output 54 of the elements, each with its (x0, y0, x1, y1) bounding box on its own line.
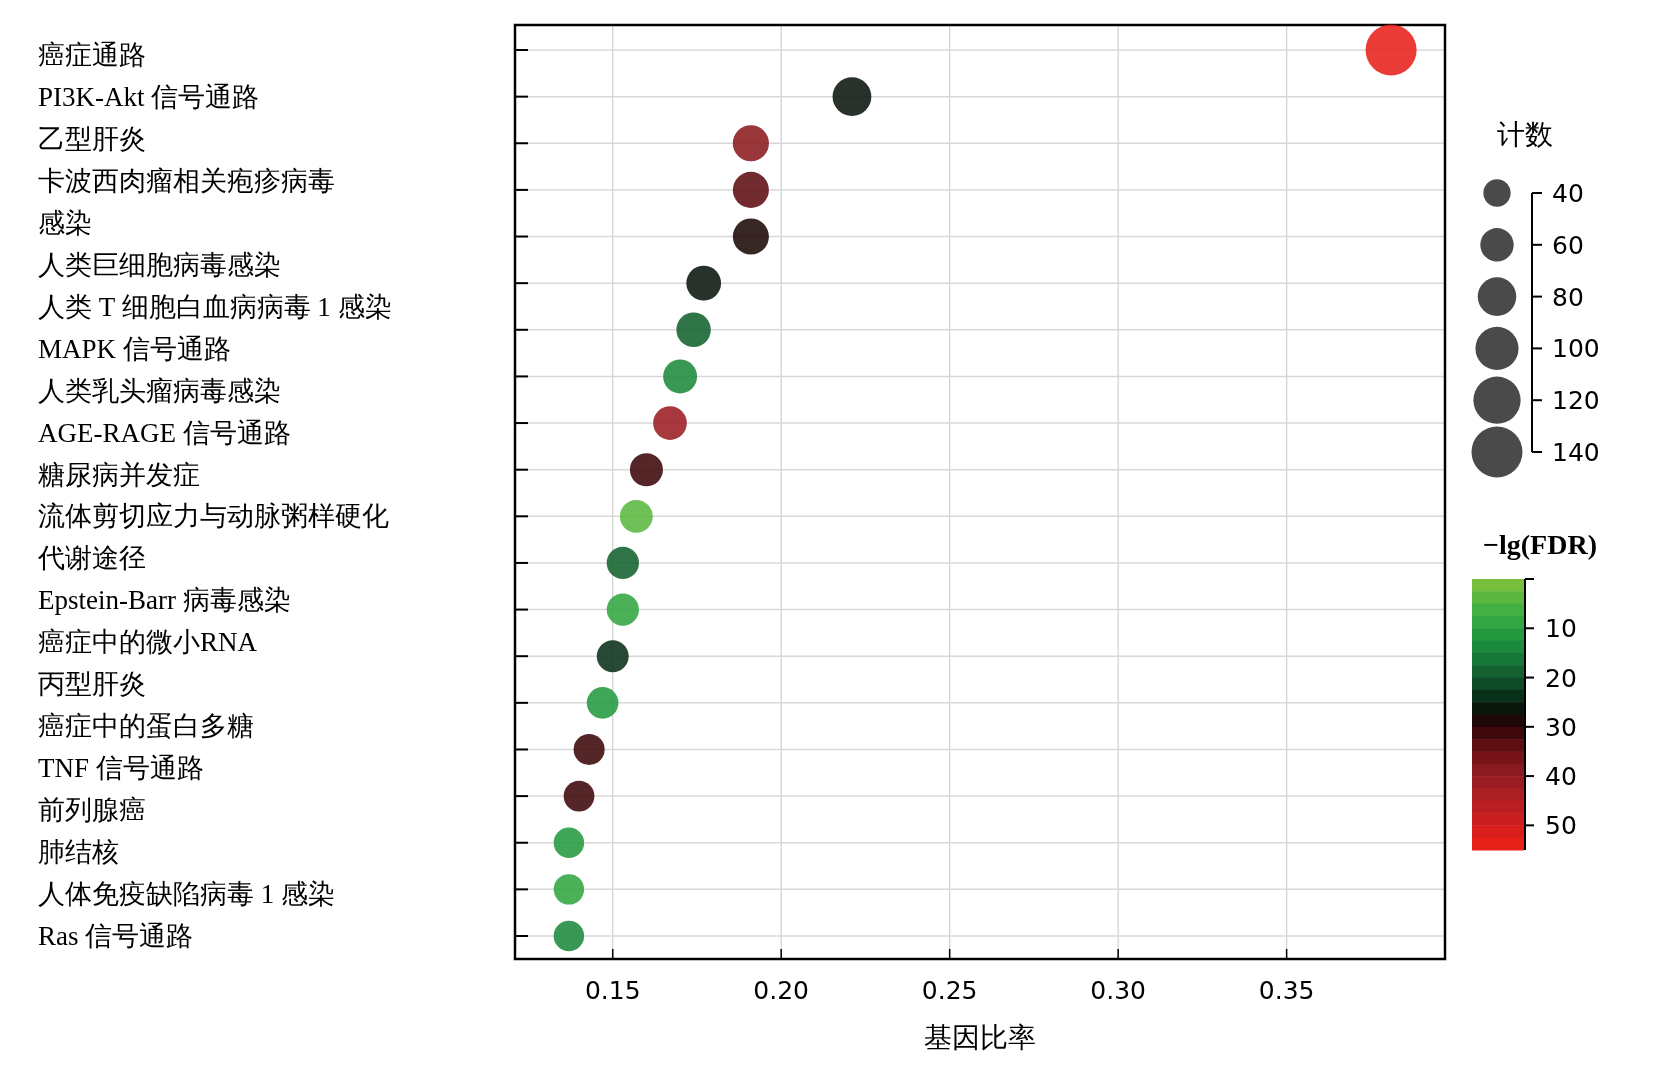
text: 糖尿病并发症 (38, 459, 200, 490)
x-tick-label: 0.25 (921, 976, 978, 1005)
x-tick-label: 0.30 (1090, 976, 1146, 1005)
text: 乙型肝炎 (38, 123, 146, 154)
legend-label: 140 (1552, 438, 1600, 467)
legend-label: 80 (1552, 282, 1584, 312)
color-bar-title: −lg(FDR) (1483, 529, 1597, 560)
text: TNF 信号通路 (38, 753, 204, 784)
point (586, 687, 619, 719)
text: AGE-RAGE 信号通路 (38, 417, 291, 448)
color-bar-label: 50 (1545, 811, 1577, 841)
legend-label: 100 (1552, 334, 1600, 364)
legend-label: 120 (1552, 386, 1600, 416)
point (563, 780, 595, 812)
point (619, 499, 653, 533)
x-tick-label: 0.20 (753, 976, 810, 1005)
text: 丙型肝炎 (38, 669, 146, 700)
x-tick-label: 0.15 (584, 976, 641, 1005)
point (606, 593, 639, 626)
text: 癌症通路 (38, 40, 146, 70)
text: 前列腺癌 (38, 795, 146, 826)
point (663, 359, 698, 394)
point (573, 733, 605, 766)
text: Epstein-Barr 病毒感染 (38, 585, 291, 616)
text: MAPK 信号通路 (38, 333, 231, 364)
text: 人体免疫缺陷病毒 1 感染 (38, 879, 335, 910)
text: 卡波西肉瘤相关疱疹病毒 (38, 165, 335, 196)
text: 流体剪切应力与动脉粥样硬化 (38, 501, 389, 532)
point (596, 640, 629, 673)
legend-label: 60 (1552, 230, 1584, 260)
point (676, 312, 711, 348)
text: 代谢途径 (37, 543, 146, 574)
text: 人类乳头瘤病毒感染 (38, 375, 281, 406)
color-bar-label: 30 (1545, 712, 1577, 742)
point (629, 453, 663, 487)
point (653, 406, 687, 440)
color-bar-label: 40 (1545, 762, 1577, 792)
text: 人类巨细胞病毒感染 (38, 249, 281, 280)
text: 人类 T 细胞白血病病毒 1 感染 (38, 291, 392, 322)
text: 肺结核 (38, 837, 119, 868)
point (553, 920, 585, 952)
text: 癌症中的蛋白多糖 (38, 711, 254, 742)
text: 感染 (38, 207, 92, 238)
text: PI3K-Akt 信号通路 (38, 81, 260, 112)
x-axis-title: 基因比率 (924, 1022, 1036, 1053)
text: Ras 信号通路 (38, 921, 194, 951)
text: 癌症中的微小RNA (38, 627, 258, 658)
legend-label: 40 (1552, 179, 1584, 208)
point (686, 265, 722, 301)
x-tick-label: 0.35 (1258, 976, 1315, 1005)
color-bar-label: 20 (1545, 663, 1577, 693)
point (606, 546, 639, 580)
legend-title: 计数 (1497, 119, 1553, 150)
color-bar-label: 10 (1545, 614, 1577, 644)
